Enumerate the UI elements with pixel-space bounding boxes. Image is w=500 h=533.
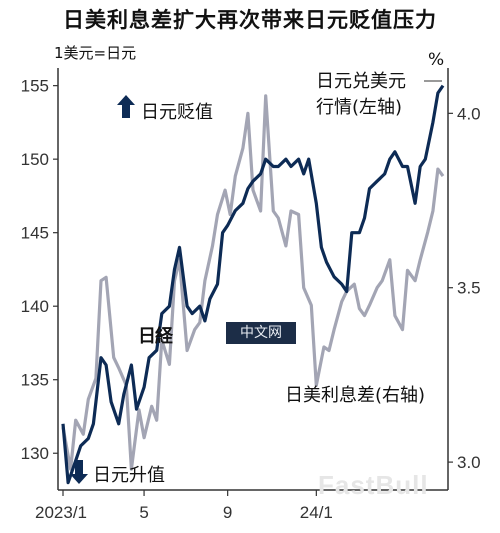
chart-ticks: 130 135 140 145 150 155 3.0 3.5 4.0 2023/1 5 9 24/1 xyxy=(21,77,481,522)
right-axis-unit: % xyxy=(428,50,445,70)
right-axis-tick-label: 4.0 xyxy=(457,104,481,123)
spread-series-label: 日美利息差(右轴) xyxy=(285,385,425,406)
left-axis-tick-label: 150 xyxy=(21,150,49,169)
right-axis-tick-label: 3.5 xyxy=(457,279,481,298)
nikkei-chinese-watermark: 中文网 xyxy=(226,322,296,344)
x-axis-tick-label: 9 xyxy=(223,503,232,522)
chart-axes xyxy=(57,68,449,491)
left-axis-tick-label: 145 xyxy=(21,224,49,243)
weak-yen-label: 日元贬值 xyxy=(141,102,213,123)
x-axis-tick-label: 2023/1 xyxy=(35,503,87,522)
arrow-up-icon xyxy=(117,95,135,118)
x-axis-tick-label: 24/1 xyxy=(300,503,333,522)
strong-yen-label: 日元升值 xyxy=(93,465,165,486)
fx-series-label-line2: 行情(左轴) xyxy=(316,97,402,118)
chart-lines xyxy=(61,84,445,485)
chart-title: 日美利息差扩大再次带来日元贬值压力 xyxy=(63,8,437,32)
left-axis-tick-label: 140 xyxy=(21,297,49,316)
right-axis-tick-label: 3.0 xyxy=(457,453,481,472)
fx-rate-series-line xyxy=(61,84,445,485)
rate-spread-series-line xyxy=(61,94,445,471)
left-axis-tick-label: 135 xyxy=(21,371,49,390)
left-axis-tick-label: 155 xyxy=(21,77,49,96)
fx-series-label-line1: 日元兑美元 xyxy=(316,71,406,92)
fastbull-watermark: FastBull xyxy=(318,470,429,500)
nikkei-logo-watermark: 日経 xyxy=(138,326,173,347)
arrow-down-icon xyxy=(70,460,88,484)
x-axis-tick-label: 5 xyxy=(139,503,148,522)
left-axis-tick-label: 130 xyxy=(21,444,49,463)
left-axis-unit: 1美元=日元 xyxy=(54,44,137,62)
